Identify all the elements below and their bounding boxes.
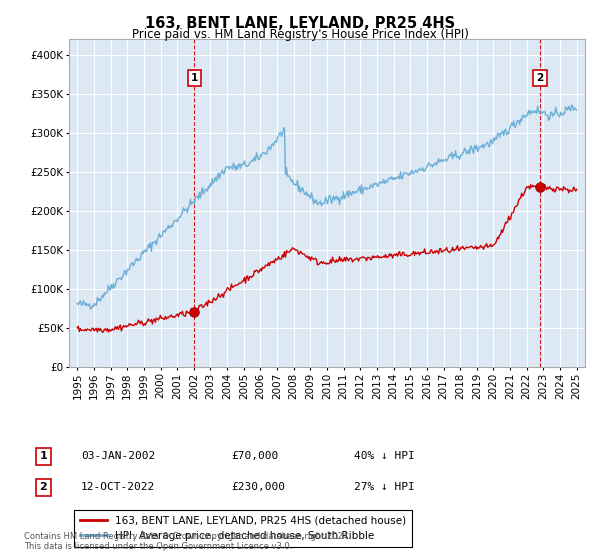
Text: 2: 2: [536, 73, 544, 83]
Text: 2: 2: [40, 482, 47, 492]
Text: This data is licensed under the Open Government Licence v3.0.: This data is licensed under the Open Gov…: [24, 542, 292, 551]
Text: Price paid vs. HM Land Registry's House Price Index (HPI): Price paid vs. HM Land Registry's House …: [131, 28, 469, 41]
Text: 1: 1: [40, 451, 47, 461]
Text: 12-OCT-2022: 12-OCT-2022: [81, 482, 155, 492]
Text: £70,000: £70,000: [231, 451, 278, 461]
Legend: 163, BENT LANE, LEYLAND, PR25 4HS (detached house), HPI: Average price, detached: 163, BENT LANE, LEYLAND, PR25 4HS (detac…: [74, 510, 412, 547]
Text: 03-JAN-2002: 03-JAN-2002: [81, 451, 155, 461]
Text: 163, BENT LANE, LEYLAND, PR25 4HS: 163, BENT LANE, LEYLAND, PR25 4HS: [145, 16, 455, 31]
Text: 27% ↓ HPI: 27% ↓ HPI: [354, 482, 415, 492]
Text: Contains HM Land Registry data © Crown copyright and database right 2024.: Contains HM Land Registry data © Crown c…: [24, 532, 350, 541]
Text: £230,000: £230,000: [231, 482, 285, 492]
Text: 1: 1: [191, 73, 198, 83]
Text: 40% ↓ HPI: 40% ↓ HPI: [354, 451, 415, 461]
